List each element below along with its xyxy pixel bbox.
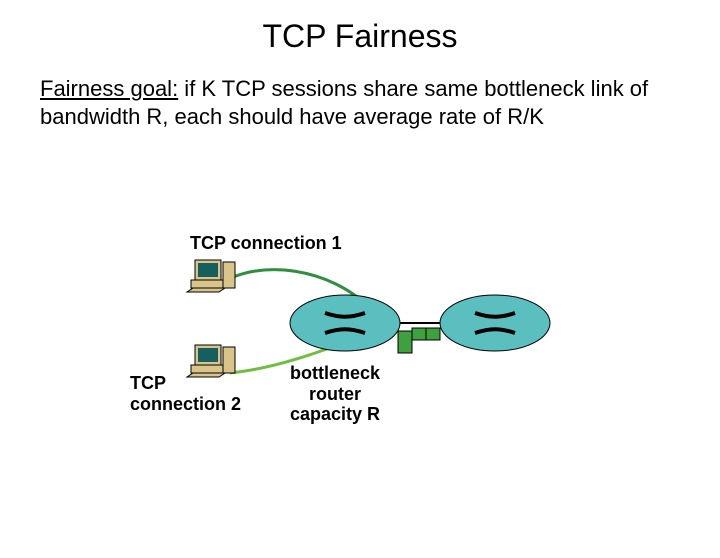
router-right (440, 295, 550, 351)
goal-label: Fairness goal: (40, 76, 178, 101)
diagram-svg (0, 218, 720, 518)
fairness-goal-text: Fairness goal: if K TCP sessions share s… (40, 75, 680, 130)
network-diagram: TCP connection 1 TCP connection 2 bottle… (0, 218, 720, 518)
computer-1-icon (187, 260, 235, 292)
link-load-bars-icon (398, 328, 440, 353)
page-title: TCP Fairness (0, 18, 720, 55)
router-left (290, 295, 400, 351)
computer-2-icon (187, 345, 235, 377)
